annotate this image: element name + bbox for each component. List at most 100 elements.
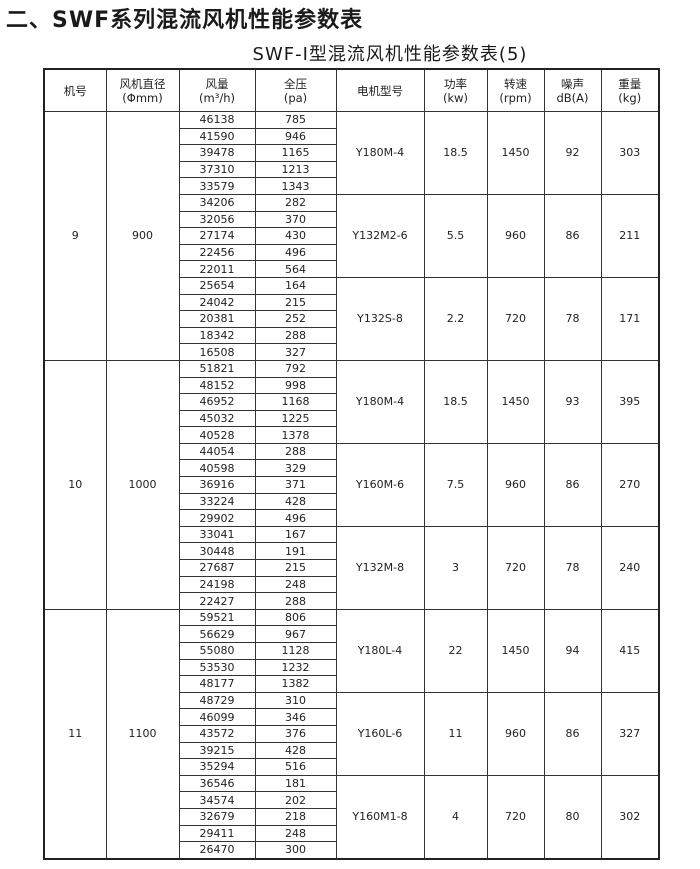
airflow: 46138 [178, 111, 256, 129]
noise: 78 [543, 276, 602, 361]
table-row: 22011 564 [44, 260, 659, 278]
total-pressure: 346 [254, 708, 337, 726]
airflow: 27687 [178, 559, 256, 577]
column-header-unit: (kg) [618, 90, 642, 105]
motor-model: Y180L-4 [335, 608, 425, 693]
airflow: 41590 [178, 127, 256, 146]
total-pressure: 496 [254, 243, 337, 262]
column-header-label: 转速 [504, 76, 527, 91]
weight: 240 [600, 525, 660, 610]
airflow: 53530 [178, 658, 256, 677]
column-header-label: 重量 [618, 76, 642, 91]
table-row: 33224 428 [44, 492, 659, 511]
fan-diameter: 900 [105, 111, 180, 361]
table-row: 10 1000 51821 792 Y180M-4 18.5 1450 93 395 [43, 359, 660, 610]
noise: 86 [543, 691, 602, 776]
column-header-label: 电机型号 [357, 83, 403, 98]
airflow: 34574 [178, 791, 256, 809]
column-header: 噪声 dB(A) [543, 68, 602, 112]
airflow: 36546 [178, 774, 256, 793]
table-row: 46099 346 [44, 708, 659, 726]
total-pressure: 288 [254, 442, 337, 461]
table-row: 40528 1378 [44, 426, 659, 444]
fan-number: 11 [43, 608, 107, 860]
section-heading: 二、SWF系列混流风机性能参数表 [6, 8, 364, 33]
airflow: 36916 [178, 476, 256, 494]
total-pressure: 252 [254, 310, 337, 328]
power: 3 [423, 525, 488, 610]
airflow: 32056 [178, 210, 256, 229]
airflow: 16508 [178, 343, 256, 361]
airflow: 22456 [178, 243, 256, 262]
total-pressure: 282 [254, 193, 337, 212]
airflow: 22427 [178, 592, 256, 610]
column-header-unit: (m³/h) [199, 90, 235, 105]
total-pressure: 998 [254, 376, 337, 395]
power: 22 [423, 608, 488, 693]
noise: 94 [543, 608, 602, 693]
airflow: 18342 [178, 326, 256, 345]
table-row: 35294 516 [44, 758, 659, 776]
column-header: 转速 (rpm) [486, 68, 545, 112]
total-pressure: 164 [254, 276, 337, 295]
total-pressure: 288 [254, 326, 337, 345]
table-row: 48152 998 [44, 376, 659, 395]
total-pressure: 370 [254, 210, 337, 229]
airflow: 24042 [178, 293, 256, 312]
airflow: 37310 [178, 160, 256, 179]
column-header-label: 功率 [444, 76, 467, 91]
total-pressure: 376 [254, 724, 337, 743]
table-row: 34206 282 Y132M2-6 5.5 960 86 211 [44, 193, 660, 278]
column-header-label: 噪声 [561, 76, 584, 91]
airflow: 29902 [178, 509, 256, 527]
header-row: 机号 风机直径 (Φmm) 风量 (m³/h) 全压 (pa) 电机型号 功率 (kw) 转速 (rp… [43, 68, 660, 112]
total-pressure: 300 [254, 841, 337, 860]
motor-model: Y180M-4 [335, 359, 425, 444]
fan-number: 10 [43, 359, 107, 610]
total-pressure: 327 [254, 343, 337, 361]
column-header: 风量 (m³/h) [178, 68, 256, 112]
fan-diameter: 1000 [105, 359, 180, 610]
total-pressure: 248 [254, 575, 337, 594]
airflow: 46952 [178, 393, 256, 411]
column-header-unit: (pa) [283, 90, 308, 105]
table-row: 22427 288 [44, 592, 659, 610]
total-pressure: 428 [254, 741, 337, 760]
airflow: 22011 [178, 260, 256, 278]
table-row: 24042 215 [44, 293, 659, 312]
table-row: 55080 1128 [44, 642, 659, 660]
table-row: 27174 430 [44, 227, 659, 245]
total-pressure: 215 [254, 293, 337, 312]
column-header: 机号 [43, 68, 107, 112]
noise: 78 [543, 525, 602, 610]
weight: 211 [600, 193, 660, 278]
column-header-unit: (kw) [442, 90, 469, 105]
total-pressure: 1168 [254, 393, 337, 411]
weight: 303 [600, 111, 660, 195]
speed: 1450 [486, 608, 545, 693]
airflow: 20381 [178, 310, 256, 328]
airflow: 40528 [178, 426, 256, 444]
fan-number: 9 [43, 111, 107, 361]
weight: 327 [600, 691, 660, 776]
power: 18.5 [423, 111, 488, 195]
total-pressure: 181 [254, 774, 337, 793]
total-pressure: 1213 [254, 160, 337, 179]
airflow: 55080 [178, 642, 256, 660]
airflow: 27174 [178, 227, 256, 245]
column-header: 功率 (kw) [423, 68, 488, 112]
motor-model: Y180M-4 [335, 111, 425, 195]
airflow: 39215 [178, 741, 256, 760]
airflow: 48152 [178, 376, 256, 395]
table-title: SWF-Ⅰ型混流风机性能参数表(5) [252, 44, 528, 65]
airflow: 44054 [178, 442, 256, 461]
performance-table: 机号 风机直径 (Φmm) 风量 (m³/h) 全压 (pa) 电机型号 功率 (kw) 转速 (rp… [43, 68, 660, 860]
total-pressure: 1128 [254, 642, 337, 660]
airflow: 25654 [178, 276, 256, 295]
total-pressure: 191 [254, 542, 337, 561]
column-header: 电机型号 [335, 68, 425, 112]
column-header-label: 机号 [63, 83, 87, 98]
total-pressure: 218 [254, 807, 337, 826]
motor-model: Y160M-6 [335, 442, 425, 527]
total-pressure: 288 [254, 592, 337, 610]
